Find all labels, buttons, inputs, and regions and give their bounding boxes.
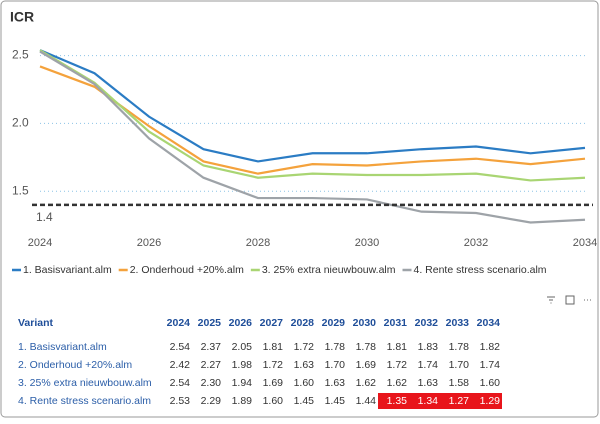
table-cell: 1.60: [480, 377, 501, 389]
table-cell: 1.69: [263, 377, 284, 389]
table-cell: 1.45: [294, 395, 315, 407]
table-cell: 2.54: [170, 341, 191, 353]
table-cell: 1.63: [294, 359, 315, 371]
table-cell: 1.35: [387, 395, 408, 407]
table-header: 2031: [384, 317, 408, 329]
table-cell: 2.29: [201, 395, 222, 407]
table-cell: 1.81: [263, 341, 284, 353]
table-cell: 1.27: [449, 395, 470, 407]
table-cell: 1.83: [418, 341, 439, 353]
series-line: [39, 49, 586, 182]
table-cell: 1.72: [294, 341, 315, 353]
legend-label: 3. 25% extra nieuwbouw.alm: [262, 264, 396, 276]
table-cell: 1.44: [356, 395, 377, 407]
y-tick-label: 2.0: [12, 116, 29, 130]
highlight-cell: [471, 393, 502, 409]
y-tick-label: 2.5: [12, 48, 29, 62]
table-cell: 1.62: [356, 377, 377, 389]
table-cell: 1.62: [387, 377, 408, 389]
table-cell: 1.74: [480, 359, 501, 371]
highlight-cell: [378, 393, 409, 409]
table-cell: 1.78: [356, 341, 377, 353]
table-cell: 1.81: [387, 341, 408, 353]
series-line: [39, 65, 586, 175]
table-header: 2025: [198, 317, 222, 329]
table-cell: 1.45: [325, 395, 346, 407]
table-cell: 1.58: [449, 377, 470, 389]
table-cell: 2.05: [232, 341, 253, 353]
table-cell: 1.78: [449, 341, 470, 353]
row-label: 2. Onderhoud +20%.alm: [18, 359, 132, 371]
table-cell: 2.27: [201, 359, 222, 371]
row-label: 1. Basisvariant.alm: [18, 341, 107, 353]
table-header: 2028: [291, 317, 315, 329]
x-tick-label: 2034: [573, 237, 597, 249]
table-cell: 1.60: [263, 395, 284, 407]
table-cell: 1.63: [325, 377, 346, 389]
x-tick-label: 2028: [246, 237, 270, 249]
chart-title: ICR: [10, 9, 34, 25]
table-header: 2032: [415, 317, 439, 329]
table-cell: 1.82: [480, 341, 501, 353]
reference-label: 1.4: [36, 210, 53, 224]
table-cell: 2.37: [201, 341, 222, 353]
focus-icon[interactable]: [565, 295, 575, 305]
legend-label: 4. Rente stress scenario.alm: [414, 264, 547, 276]
highlight-cell: [409, 393, 440, 409]
legend-label: 1. Basisvariant.alm: [23, 264, 112, 276]
table-cell: 1.29: [480, 395, 501, 407]
table-header: 2029: [322, 317, 346, 329]
table-cell: 1.63: [418, 377, 439, 389]
table-cell: 1.70: [449, 359, 470, 371]
table-cell: 1.72: [263, 359, 284, 371]
table-cell: 2.54: [170, 377, 191, 389]
filter-icon[interactable]: [547, 296, 555, 304]
table-cell: 1.60: [294, 377, 315, 389]
table-cell: 1.98: [232, 359, 253, 371]
table-header: 2027: [260, 317, 284, 329]
table-cell: 2.53: [170, 395, 191, 407]
x-tick-label: 2024: [28, 237, 52, 249]
table-cell: 1.72: [387, 359, 408, 371]
row-label: 4. Rente stress scenario.alm: [18, 395, 151, 407]
x-tick-label: 2026: [137, 237, 161, 249]
table-header: 2033: [446, 317, 470, 329]
row-label: 3. 25% extra nieuwbouw.alm: [18, 377, 152, 389]
table-header: 2034: [477, 317, 501, 329]
table-cell: 1.70: [325, 359, 346, 371]
table-cell: 2.42: [170, 359, 191, 371]
table-cell: 2.30: [201, 377, 222, 389]
table-cell: 1.89: [232, 395, 253, 407]
table-header: Variant: [18, 317, 54, 329]
table-cell: 1.69: [356, 359, 377, 371]
visual-icons[interactable]: [547, 295, 591, 305]
x-tick-label: 2032: [464, 237, 488, 249]
series-line: [39, 50, 586, 224]
table-cell: 1.78: [325, 341, 346, 353]
table-cell: 1.74: [418, 359, 439, 371]
series-line: [39, 49, 586, 163]
table-header: 2030: [353, 317, 377, 329]
table-cell: 1.34: [418, 395, 439, 407]
x-tick-label: 2030: [355, 237, 379, 249]
table-header: 2026: [229, 317, 253, 329]
legend-label: 2. Onderhoud +20%.alm: [130, 264, 244, 276]
highlight-cell: [440, 393, 471, 409]
y-tick-label: 1.5: [12, 183, 29, 197]
table-header: 2024: [167, 317, 191, 329]
table-cell: 1.94: [232, 377, 253, 389]
